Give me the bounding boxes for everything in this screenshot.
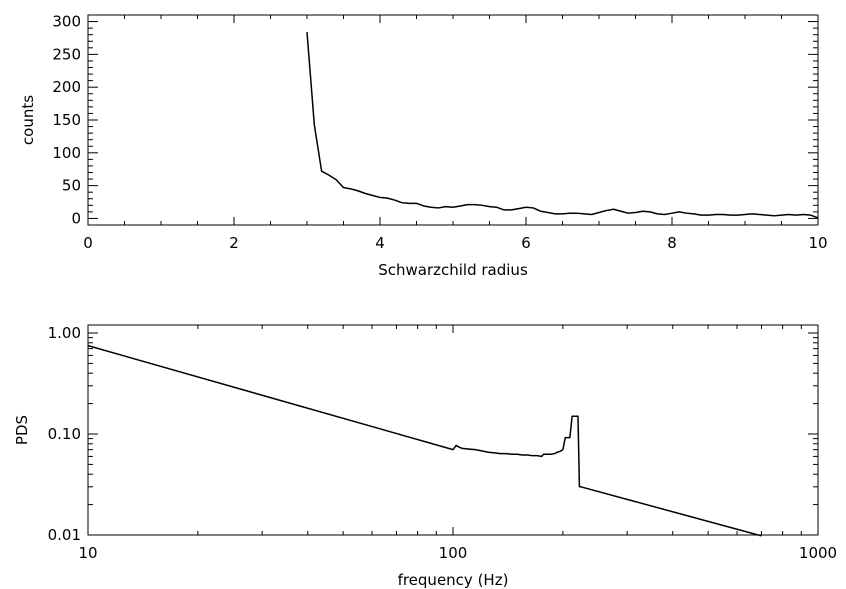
x-axis-title: Schwarzchild radius [378,261,528,279]
x-tick-label: 8 [667,234,677,252]
y-axis-title: counts [19,95,37,145]
x-tick-label: 4 [375,234,385,252]
y-tick-label: 0 [71,209,81,227]
plot-frame [87,324,819,536]
y-tick-label: 100 [52,144,81,162]
x-tick-label: 10 [808,234,827,252]
tick-marks [87,325,819,536]
pds-line [87,344,762,537]
y-tick-label: 250 [52,45,81,63]
x-tick-label: 1000 [799,544,837,562]
x-axis-title: frequency (Hz) [398,571,509,589]
y-tick-labels: 0.01 0.10 1.00 [48,324,81,544]
y-tick-label: 200 [52,78,81,96]
x-tick-labels: 10 100 1000 [78,544,837,562]
y-tick-label: 1.00 [48,324,81,342]
y-tick-labels: 0 50 100 150 200 250 300 [52,13,81,228]
y-tick-label: 50 [62,177,81,195]
x-tick-labels: 0 2 4 6 8 10 [83,234,827,252]
y-axis-title: PDS [13,415,31,445]
x-tick-label: 0 [83,234,93,252]
counts-line [306,32,819,219]
y-tick-label: 150 [52,111,81,129]
y-tick-label: 0.01 [48,526,81,544]
counts-vs-radius-panel: 0 2 4 6 8 10 0 50 100 150 200 250 300 Schwarzchild … [19,13,828,279]
pds-vs-frequency-panel: 10 100 1000 0.01 0.10 1.00 frequency (Hz) PD… [13,324,837,589]
x-tick-label: 100 [439,544,468,562]
plot-frame [87,14,819,226]
y-tick-label: 0.10 [48,425,81,443]
x-tick-label: 6 [521,234,531,252]
x-tick-label: 10 [78,544,97,562]
x-tick-label: 2 [229,234,239,252]
y-tick-label: 300 [52,13,81,31]
tick-marks [87,14,819,226]
